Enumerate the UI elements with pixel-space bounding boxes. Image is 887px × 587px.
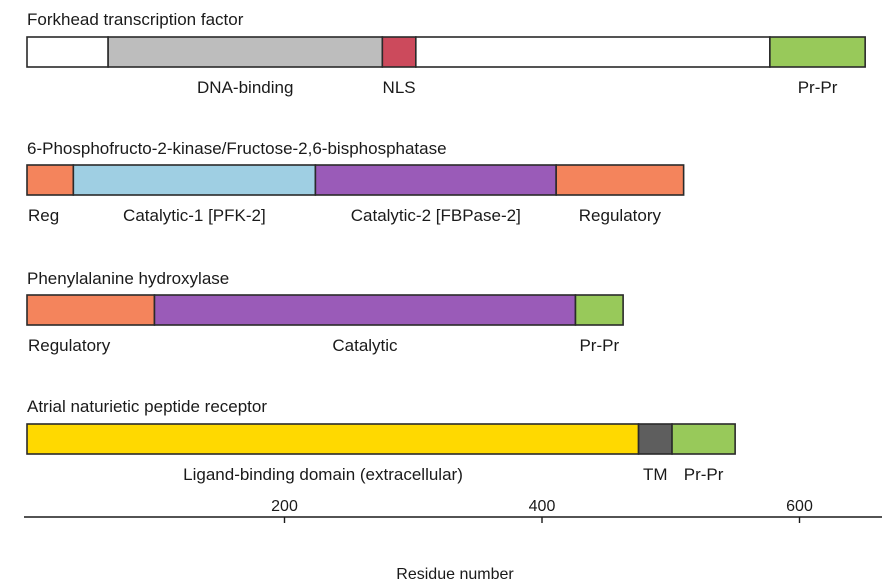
axis-label: Residue number [396, 566, 514, 583]
protein-name: 6-Phosphofructo-2-kinase/Fructose-2,6-bi… [27, 139, 447, 158]
domain-label: TM [643, 465, 668, 484]
domain-segment [769, 36, 866, 68]
domain-label: DNA-binding [197, 78, 293, 97]
domain-segment [574, 294, 624, 326]
domain-label: Pr-Pr [579, 336, 619, 355]
domain-label: Catalytic [332, 336, 398, 355]
domain-segment [314, 164, 557, 196]
domain-segment [671, 423, 736, 455]
domain-label: Regulatory [28, 336, 111, 355]
domain-label: Ligand-binding domain (extracellular) [183, 465, 463, 484]
protein-row: Atrial naturietic peptide receptor Ligand… [26, 397, 736, 484]
domain-label: NLS [383, 78, 416, 97]
domain-label: Reg [28, 206, 59, 225]
domain-segment [26, 294, 156, 326]
domain-label: Catalytic-1 [PFK-2] [123, 206, 266, 225]
domain-segment [555, 164, 685, 196]
domain-segment [26, 164, 75, 196]
domain-segment [26, 423, 640, 455]
domain-segment [26, 36, 109, 68]
tick-label: 600 [786, 498, 813, 515]
domain-segment [153, 294, 577, 326]
domain-segment [72, 164, 317, 196]
domain-label: Regulatory [579, 206, 662, 225]
protein-name: Phenylalanine hydroxylase [27, 269, 229, 288]
residue-axis: 200 400 600 Residue number [24, 498, 882, 583]
domain-segment [107, 36, 384, 68]
tick-label: 200 [271, 498, 298, 515]
protein-row: Phenylalanine hydroxylase Regulatory Catal… [26, 269, 624, 355]
protein-name: Forkhead transcription factor [27, 10, 244, 29]
domain-label: Pr-Pr [798, 78, 838, 97]
domain-segment [415, 36, 771, 68]
protein-row: Forkhead transcription factor DNA-binding… [26, 10, 866, 97]
domain-segment [381, 36, 417, 68]
protein-row: 6-Phosphofructo-2-kinase/Fructose-2,6-bi… [26, 139, 685, 225]
domain-label: Pr-Pr [684, 465, 724, 484]
domain-segment [637, 423, 673, 455]
domain-label: Catalytic-2 [FBPase-2] [351, 206, 521, 225]
protein-name: Atrial naturietic peptide receptor [27, 397, 267, 416]
tick-label: 400 [529, 498, 556, 515]
